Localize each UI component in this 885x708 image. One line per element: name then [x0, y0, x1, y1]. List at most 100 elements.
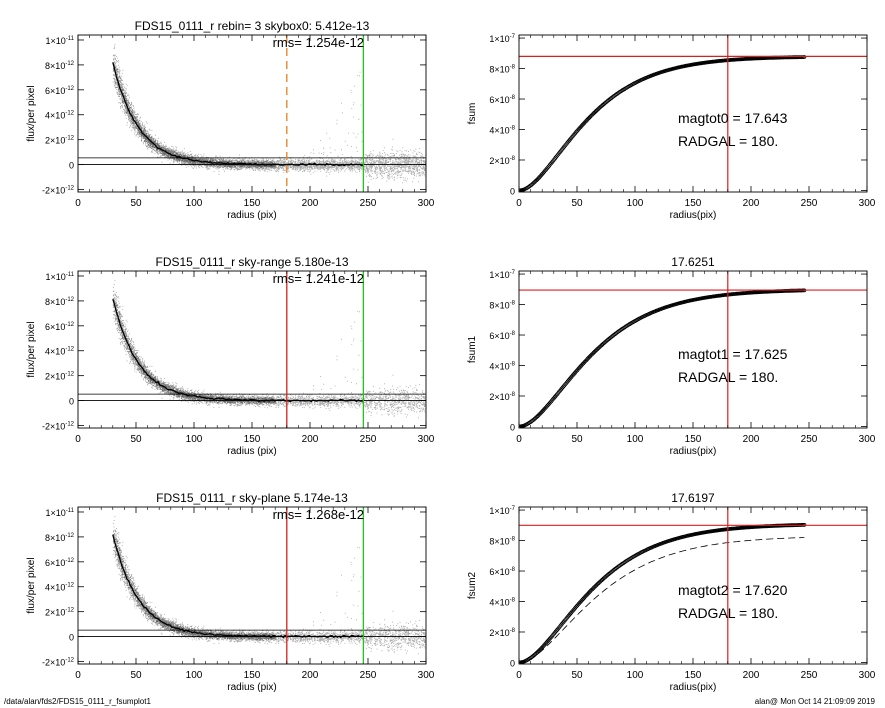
y-tick-mantissa: 2×10: [45, 372, 65, 382]
y-tick-mantissa: 0: [510, 186, 515, 196]
y-tick-label: 4×10-12: [45, 347, 75, 357]
y-tick-label: 0: [69, 161, 74, 171]
y-tick-mantissa: 8×10: [489, 65, 509, 75]
y-tick-label: 1×10-11: [45, 36, 74, 46]
y-tick-exponent: -8: [510, 392, 516, 398]
y-axis-label: flux/per pixel: [26, 321, 37, 377]
x-tick-label: 300: [418, 198, 435, 209]
x-tick-label: 150: [244, 670, 261, 681]
mean-profile-line: [112, 62, 364, 167]
y-tick-exponent: -12: [65, 422, 74, 428]
mean-profile-line: [112, 298, 364, 403]
y-tick-mantissa: 2×10: [45, 136, 65, 146]
radgal-annotation: RADGAL = 180.: [678, 605, 778, 621]
y-tick-exponent: -8: [510, 362, 516, 368]
y-tick-exponent: -8: [510, 95, 516, 101]
y-tick-exponent: -11: [66, 272, 75, 278]
chart-title: FDS15_0111_r sky-range 5.180e-13: [155, 255, 348, 269]
y-tick-mantissa: 0: [510, 422, 515, 432]
x-tick-label: 250: [360, 670, 377, 681]
y-tick-exponent: -8: [510, 331, 516, 337]
plot-area: [519, 271, 867, 428]
y-tick-label: 8×10-12: [45, 533, 75, 543]
x-tick-label: 300: [859, 670, 876, 681]
y-tick-label: 0: [510, 658, 515, 668]
y-tick-exponent: -8: [510, 156, 516, 162]
y-tick-label: 2×10-12: [45, 136, 75, 146]
y-tick-exponent: -12: [65, 136, 74, 142]
panel-2: magtot0 = 17.643 RADGAL = 180. 0 50 100 150 20…: [467, 34, 876, 221]
footer-user-timestamp: alan@ Mon Oct 14 21:09:09 2019: [754, 697, 875, 706]
x-axis-label: radius(pix): [670, 682, 717, 693]
y-tick-mantissa: 8×10: [489, 537, 509, 547]
y-tick-mantissa: 6×10: [489, 331, 509, 341]
y-tick-mantissa: 0: [69, 397, 74, 407]
x-tick-label: 0: [516, 198, 522, 209]
y-tick-exponent: -7: [510, 34, 516, 40]
x-tick-label: 200: [743, 670, 760, 681]
y-axis-label: flux/per pixel: [26, 85, 37, 141]
y-tick-label: 4×10-12: [45, 111, 75, 121]
x-tick-label: 50: [130, 198, 142, 209]
y-tick-label: 8×10-8: [489, 65, 515, 75]
y-tick-label: 8×10-12: [45, 297, 75, 307]
y-tick-mantissa: 6×10: [45, 322, 65, 332]
y-tick-exponent: -12: [65, 297, 74, 303]
x-tick-label: 150: [685, 670, 702, 681]
y-tick-mantissa: 1×10: [489, 34, 509, 44]
y-tick-exponent: -8: [510, 598, 516, 604]
y-tick-exponent: -12: [65, 558, 74, 564]
x-tick-label: 50: [571, 670, 583, 681]
y-tick-label: 4×10-8: [489, 598, 515, 608]
y-tick-label: -2×10-12: [42, 658, 75, 668]
y-tick-label: 8×10-8: [489, 537, 515, 547]
y-tick-mantissa: 2×10: [489, 156, 509, 166]
x-tick-label: 300: [859, 198, 876, 209]
y-tick-mantissa: 2×10: [489, 628, 509, 638]
panel-6: magtot2 = 17.620 RADGAL = 180. 0 50 100 150 20…: [467, 491, 876, 693]
x-tick-label: 250: [801, 198, 818, 209]
y-tick-mantissa: 6×10: [45, 558, 65, 568]
data-points-core: [112, 520, 276, 642]
y-tick-exponent: -7: [510, 506, 516, 512]
chart-title: 17.6197: [671, 491, 715, 505]
y-tick-exponent: -12: [65, 322, 74, 328]
plot-area: [519, 35, 867, 192]
y-tick-mantissa: -2×10: [42, 186, 65, 196]
y-tick-label: 4×10-8: [489, 362, 515, 372]
y-tick-mantissa: 8×10: [45, 533, 65, 543]
x-tick-label: 200: [302, 434, 319, 445]
x-tick-label: 200: [302, 198, 319, 209]
x-tick-label: 100: [627, 198, 644, 209]
y-tick-mantissa: 6×10: [45, 86, 65, 96]
y-tick-label: 1×10-7: [489, 34, 515, 44]
x-tick-label: 300: [418, 434, 435, 445]
y-tick-exponent: -12: [65, 608, 74, 614]
y-tick-label: 6×10-12: [45, 558, 75, 568]
y-tick-label: 6×10-8: [489, 567, 515, 577]
y-tick-label: 6×10-8: [489, 331, 515, 341]
y-tick-label: 8×10-12: [45, 61, 75, 71]
y-tick-exponent: -12: [65, 86, 74, 92]
y-tick-label: 4×10-8: [489, 126, 515, 136]
y-tick-mantissa: 0: [510, 658, 515, 668]
x-tick-label: 150: [685, 434, 702, 445]
data-points: [112, 516, 426, 655]
chart-title: FDS15_0111_r rebin= 3 skybox0: 5.412e-13: [135, 19, 370, 33]
x-tick-label: 250: [360, 198, 377, 209]
y-tick-label: 2×10-12: [45, 608, 75, 618]
y-tick-label: 1×10-11: [45, 272, 74, 282]
x-tick-label: 150: [685, 198, 702, 209]
y-tick-label: 1×10-7: [489, 270, 515, 280]
y-tick-exponent: -12: [65, 61, 74, 67]
plot-area: [78, 35, 426, 192]
y-tick-mantissa: 4×10: [45, 111, 65, 121]
y-tick-mantissa: 4×10: [45, 347, 65, 357]
panel-1: rms= 1.254e-120 50 100 150 200 250 300-2×10-12…: [26, 19, 435, 221]
y-tick-exponent: -11: [66, 36, 75, 42]
y-tick-label: 6×10-12: [45, 86, 75, 96]
x-tick-label: 250: [801, 434, 818, 445]
x-tick-label: 150: [244, 198, 261, 209]
y-tick-exponent: -12: [65, 372, 74, 378]
